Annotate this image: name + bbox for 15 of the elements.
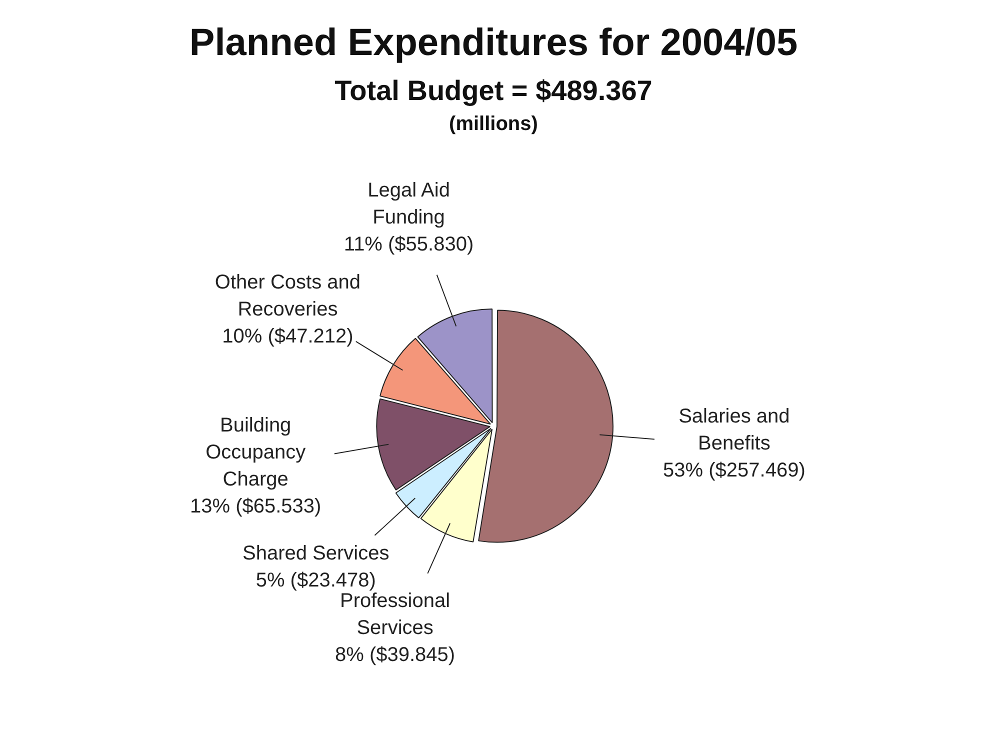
slice-label: Professional Services xyxy=(340,590,450,640)
chart-title: Planned Expenditures for 2004/05 xyxy=(188,21,799,65)
data-label: 5% ($23.478) xyxy=(256,569,376,592)
slice-label: Shared Services xyxy=(242,542,390,564)
data-label: 8% ($39.845) xyxy=(334,644,456,666)
slice-label: Salaries and Benefits xyxy=(678,406,790,455)
data-label: 11% ($55.830) xyxy=(344,234,474,256)
text: (millions) xyxy=(448,113,539,136)
chart-subtitle: Total Budget = $489.367 xyxy=(334,75,654,107)
slice-label: Legal Aid Funding xyxy=(368,180,450,229)
data-label: 10% ($47.212) xyxy=(222,325,354,348)
data-label: 13% ($65.533) xyxy=(190,496,322,518)
data-label: 53% ($257.469) xyxy=(663,460,806,482)
slice-label: Other Costs and Recoveries xyxy=(214,271,361,320)
legend-label: Building Occupancy Charge xyxy=(206,414,306,491)
